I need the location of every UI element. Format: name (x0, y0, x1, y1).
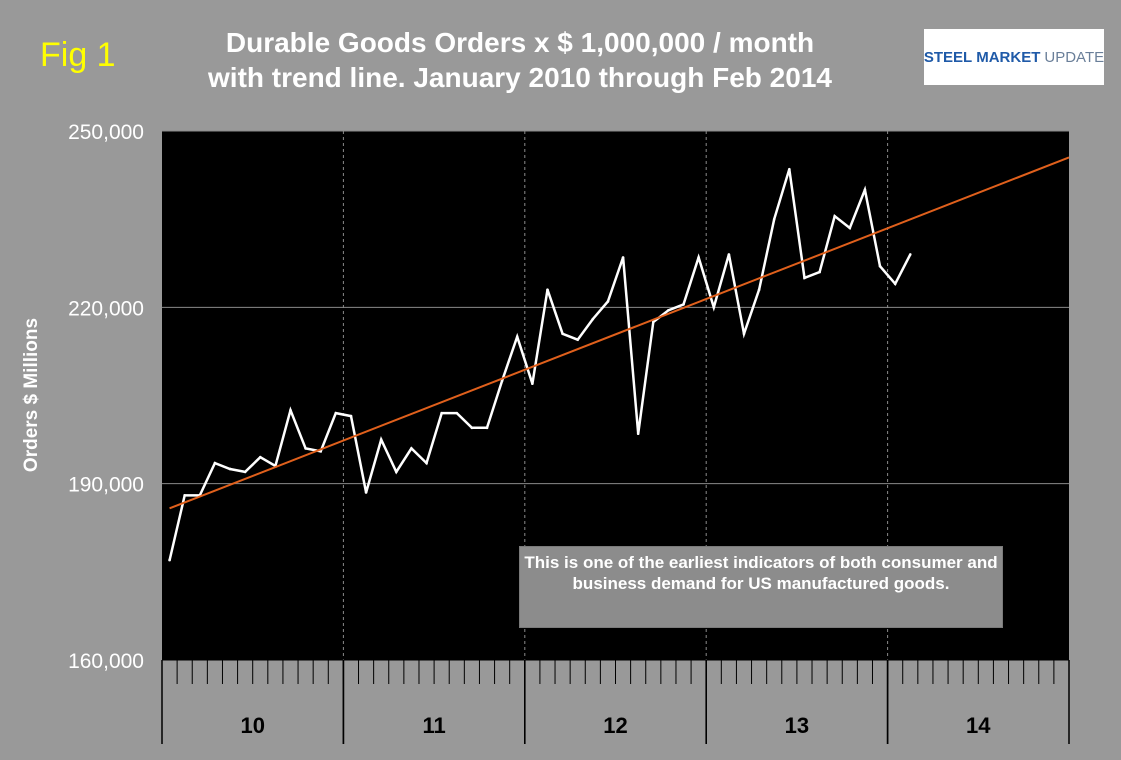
orders-data-point (425, 461, 428, 465)
orders-data-point (788, 167, 791, 171)
x-year-label: 11 (422, 713, 445, 738)
orders-data-point (379, 438, 383, 441)
orders-data-point (621, 256, 625, 259)
logo-word-steel: STEEL (923, 48, 973, 66)
chart-title-line-1: Durable Goods Orders x $ 1,000,000 / mon… (225, 27, 815, 58)
orders-data-point (213, 461, 217, 465)
orders-data-point (455, 411, 459, 415)
orders-data-point (410, 447, 413, 450)
orders-data-point (878, 264, 882, 268)
x-year-label: 14 (966, 713, 991, 738)
orders-data-point (546, 288, 549, 292)
orders-data-point (228, 467, 232, 471)
steel-market-update-logo: STEEL MARKET UPDATE (924, 29, 1104, 85)
y-axis-title: Orders $ Millions (21, 318, 42, 472)
orders-data-point (712, 306, 716, 309)
orders-data-point (349, 414, 353, 418)
orders-data-point (818, 270, 821, 274)
chart-title-line-2: with trend line. January 2010 through Fe… (208, 62, 832, 93)
orders-data-point (591, 317, 595, 321)
logo-word-update: UPDATE (1044, 48, 1105, 66)
x-year-label: 10 (240, 713, 264, 738)
orders-data-point (258, 455, 262, 459)
trend-line (169, 156, 1070, 510)
orders-data-point (183, 494, 186, 497)
figure-label: Fig 1 (40, 36, 116, 74)
chart-title: Durable Goods Orders x $ 1,000,000 / mon… (160, 25, 880, 95)
orders-data-point (908, 253, 912, 256)
orders-data-point (742, 332, 746, 336)
annotation-box: This is one of the earliest indicators o… (519, 546, 1003, 628)
orders-data-point (364, 491, 368, 494)
orders-data-point (848, 226, 852, 230)
orders-data-point (682, 303, 685, 306)
orders-data-point (833, 214, 836, 218)
x-year-label: 13 (785, 713, 809, 738)
x-year-label: 12 (603, 713, 627, 738)
orders-data-point (727, 253, 731, 256)
orders-data-point (863, 188, 867, 192)
orders-data-point (606, 300, 610, 303)
orders-data-point (667, 308, 670, 312)
orders-series-line (168, 168, 912, 561)
orders-data-point (697, 256, 700, 259)
orders-data-point (440, 411, 443, 415)
orders-data-point (470, 426, 474, 430)
orders-data-point (636, 432, 640, 436)
y-tick-label: 250,000 (68, 121, 144, 144)
logo-word-market: MARKET (976, 48, 1041, 66)
orders-data-point (485, 426, 489, 430)
orders-data-point (304, 447, 307, 450)
orders-data-point (500, 379, 504, 383)
orders-data-point (576, 338, 580, 341)
orders-data-point (561, 332, 564, 336)
orders-data-point (757, 288, 761, 292)
orders-data-point (395, 470, 398, 474)
orders-data-point (243, 470, 247, 474)
y-tick-label: 160,000 (68, 650, 144, 673)
orders-data-point (515, 335, 519, 339)
y-tick-label: 220,000 (68, 297, 144, 320)
y-tick-label: 190,000 (68, 474, 144, 497)
orders-data-point (289, 408, 292, 412)
orders-data-point (531, 382, 534, 386)
orders-data-point (168, 558, 171, 562)
orders-data-point (651, 320, 655, 324)
orders-data-point (772, 217, 776, 221)
orders-data-point (803, 276, 806, 280)
orders-data-point (893, 282, 897, 286)
orders-data-point (334, 411, 338, 415)
